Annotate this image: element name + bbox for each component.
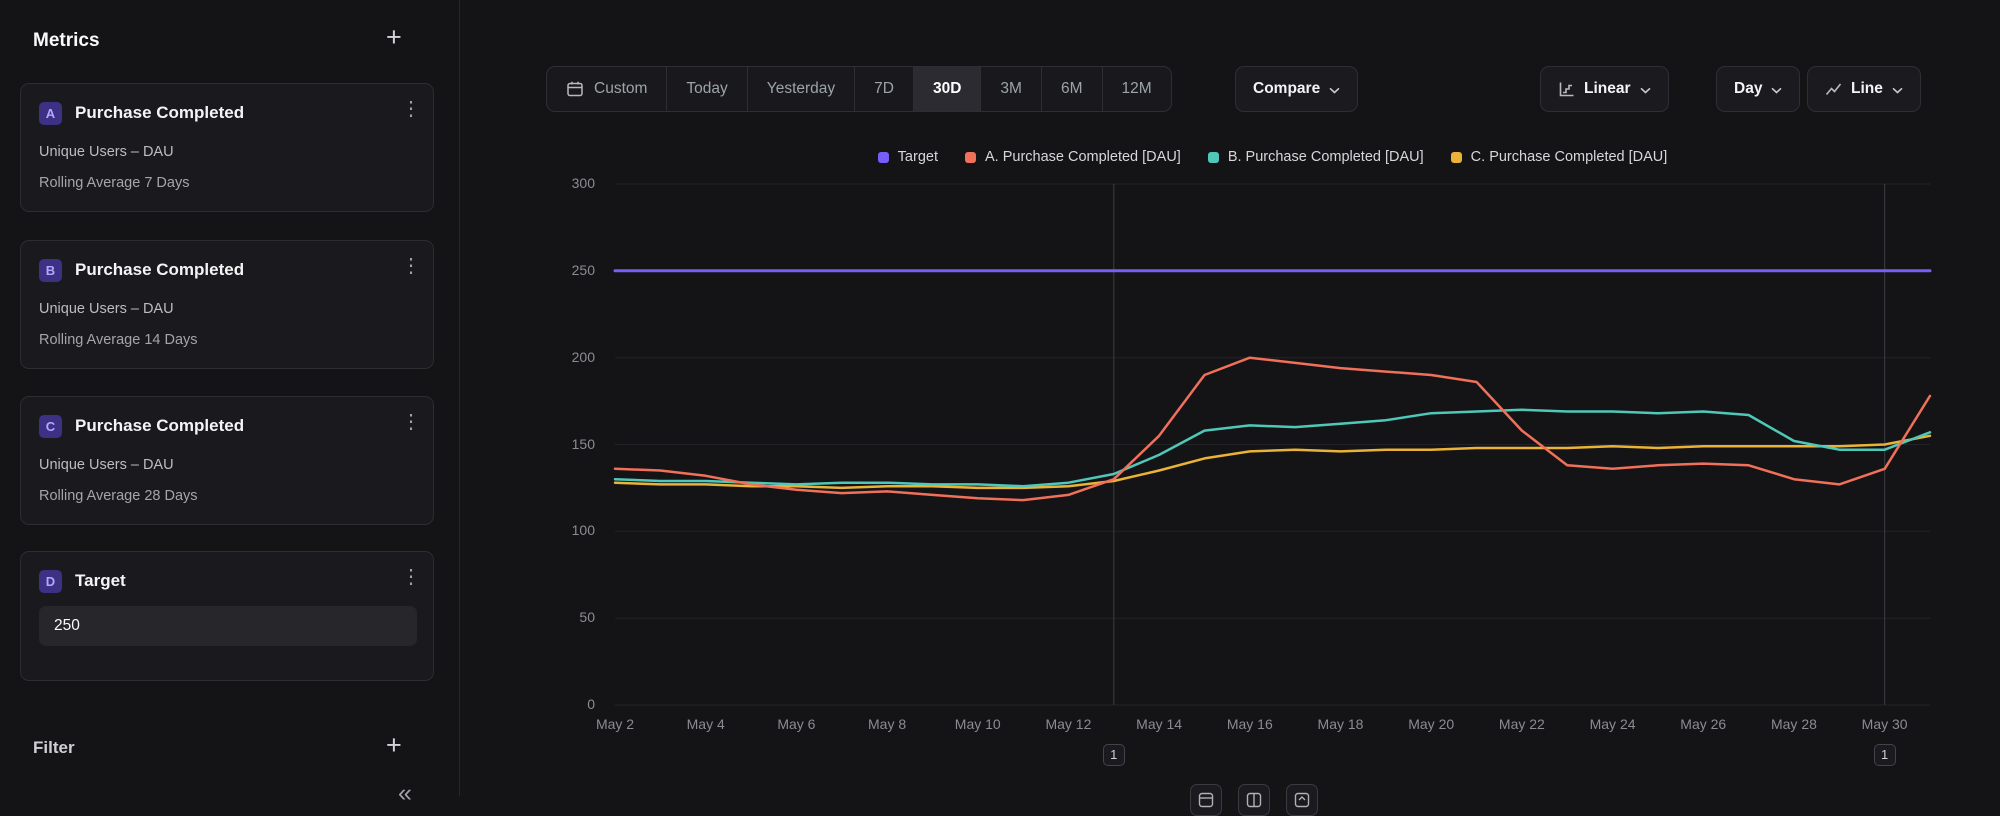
- x-axis-label: May 2: [570, 716, 660, 732]
- y-axis-label: 250: [520, 262, 595, 278]
- x-axis-label: May 24: [1568, 716, 1658, 732]
- x-axis-label: May 22: [1477, 716, 1567, 732]
- export-icon: [1294, 792, 1310, 808]
- x-axis-label: May 18: [1296, 716, 1386, 732]
- chart-footer-button-3[interactable]: [1286, 784, 1318, 816]
- chart-canvas: [0, 0, 2000, 796]
- annotation-badge[interactable]: 1: [1874, 744, 1896, 766]
- line-chart[interactable]: 050100150200250300May 2May 4May 6May 8Ma…: [0, 0, 2000, 796]
- x-axis-label: May 20: [1386, 716, 1476, 732]
- x-axis-label: May 14: [1114, 716, 1204, 732]
- chart-footer-button-1[interactable]: [1190, 784, 1222, 816]
- x-axis-label: May 26: [1658, 716, 1748, 732]
- x-axis-label: May 8: [842, 716, 932, 732]
- x-axis-label: May 10: [933, 716, 1023, 732]
- y-axis-label: 0: [520, 696, 595, 712]
- table-icon: [1246, 792, 1262, 808]
- y-axis-label: 200: [520, 349, 595, 365]
- x-axis-label: May 30: [1840, 716, 1930, 732]
- x-axis-label: May 4: [661, 716, 751, 732]
- y-axis-label: 100: [520, 522, 595, 538]
- chart-footer-button-2[interactable]: [1238, 784, 1270, 816]
- annotation-badge[interactable]: 1: [1103, 744, 1125, 766]
- y-axis-label: 300: [520, 175, 595, 191]
- x-axis-label: May 28: [1749, 716, 1839, 732]
- x-axis-label: May 12: [1023, 716, 1113, 732]
- x-axis-label: May 6: [751, 716, 841, 732]
- y-axis-label: 150: [520, 436, 595, 452]
- board-icon: [1198, 792, 1214, 808]
- x-axis-label: May 16: [1205, 716, 1295, 732]
- y-axis-label: 50: [520, 609, 595, 625]
